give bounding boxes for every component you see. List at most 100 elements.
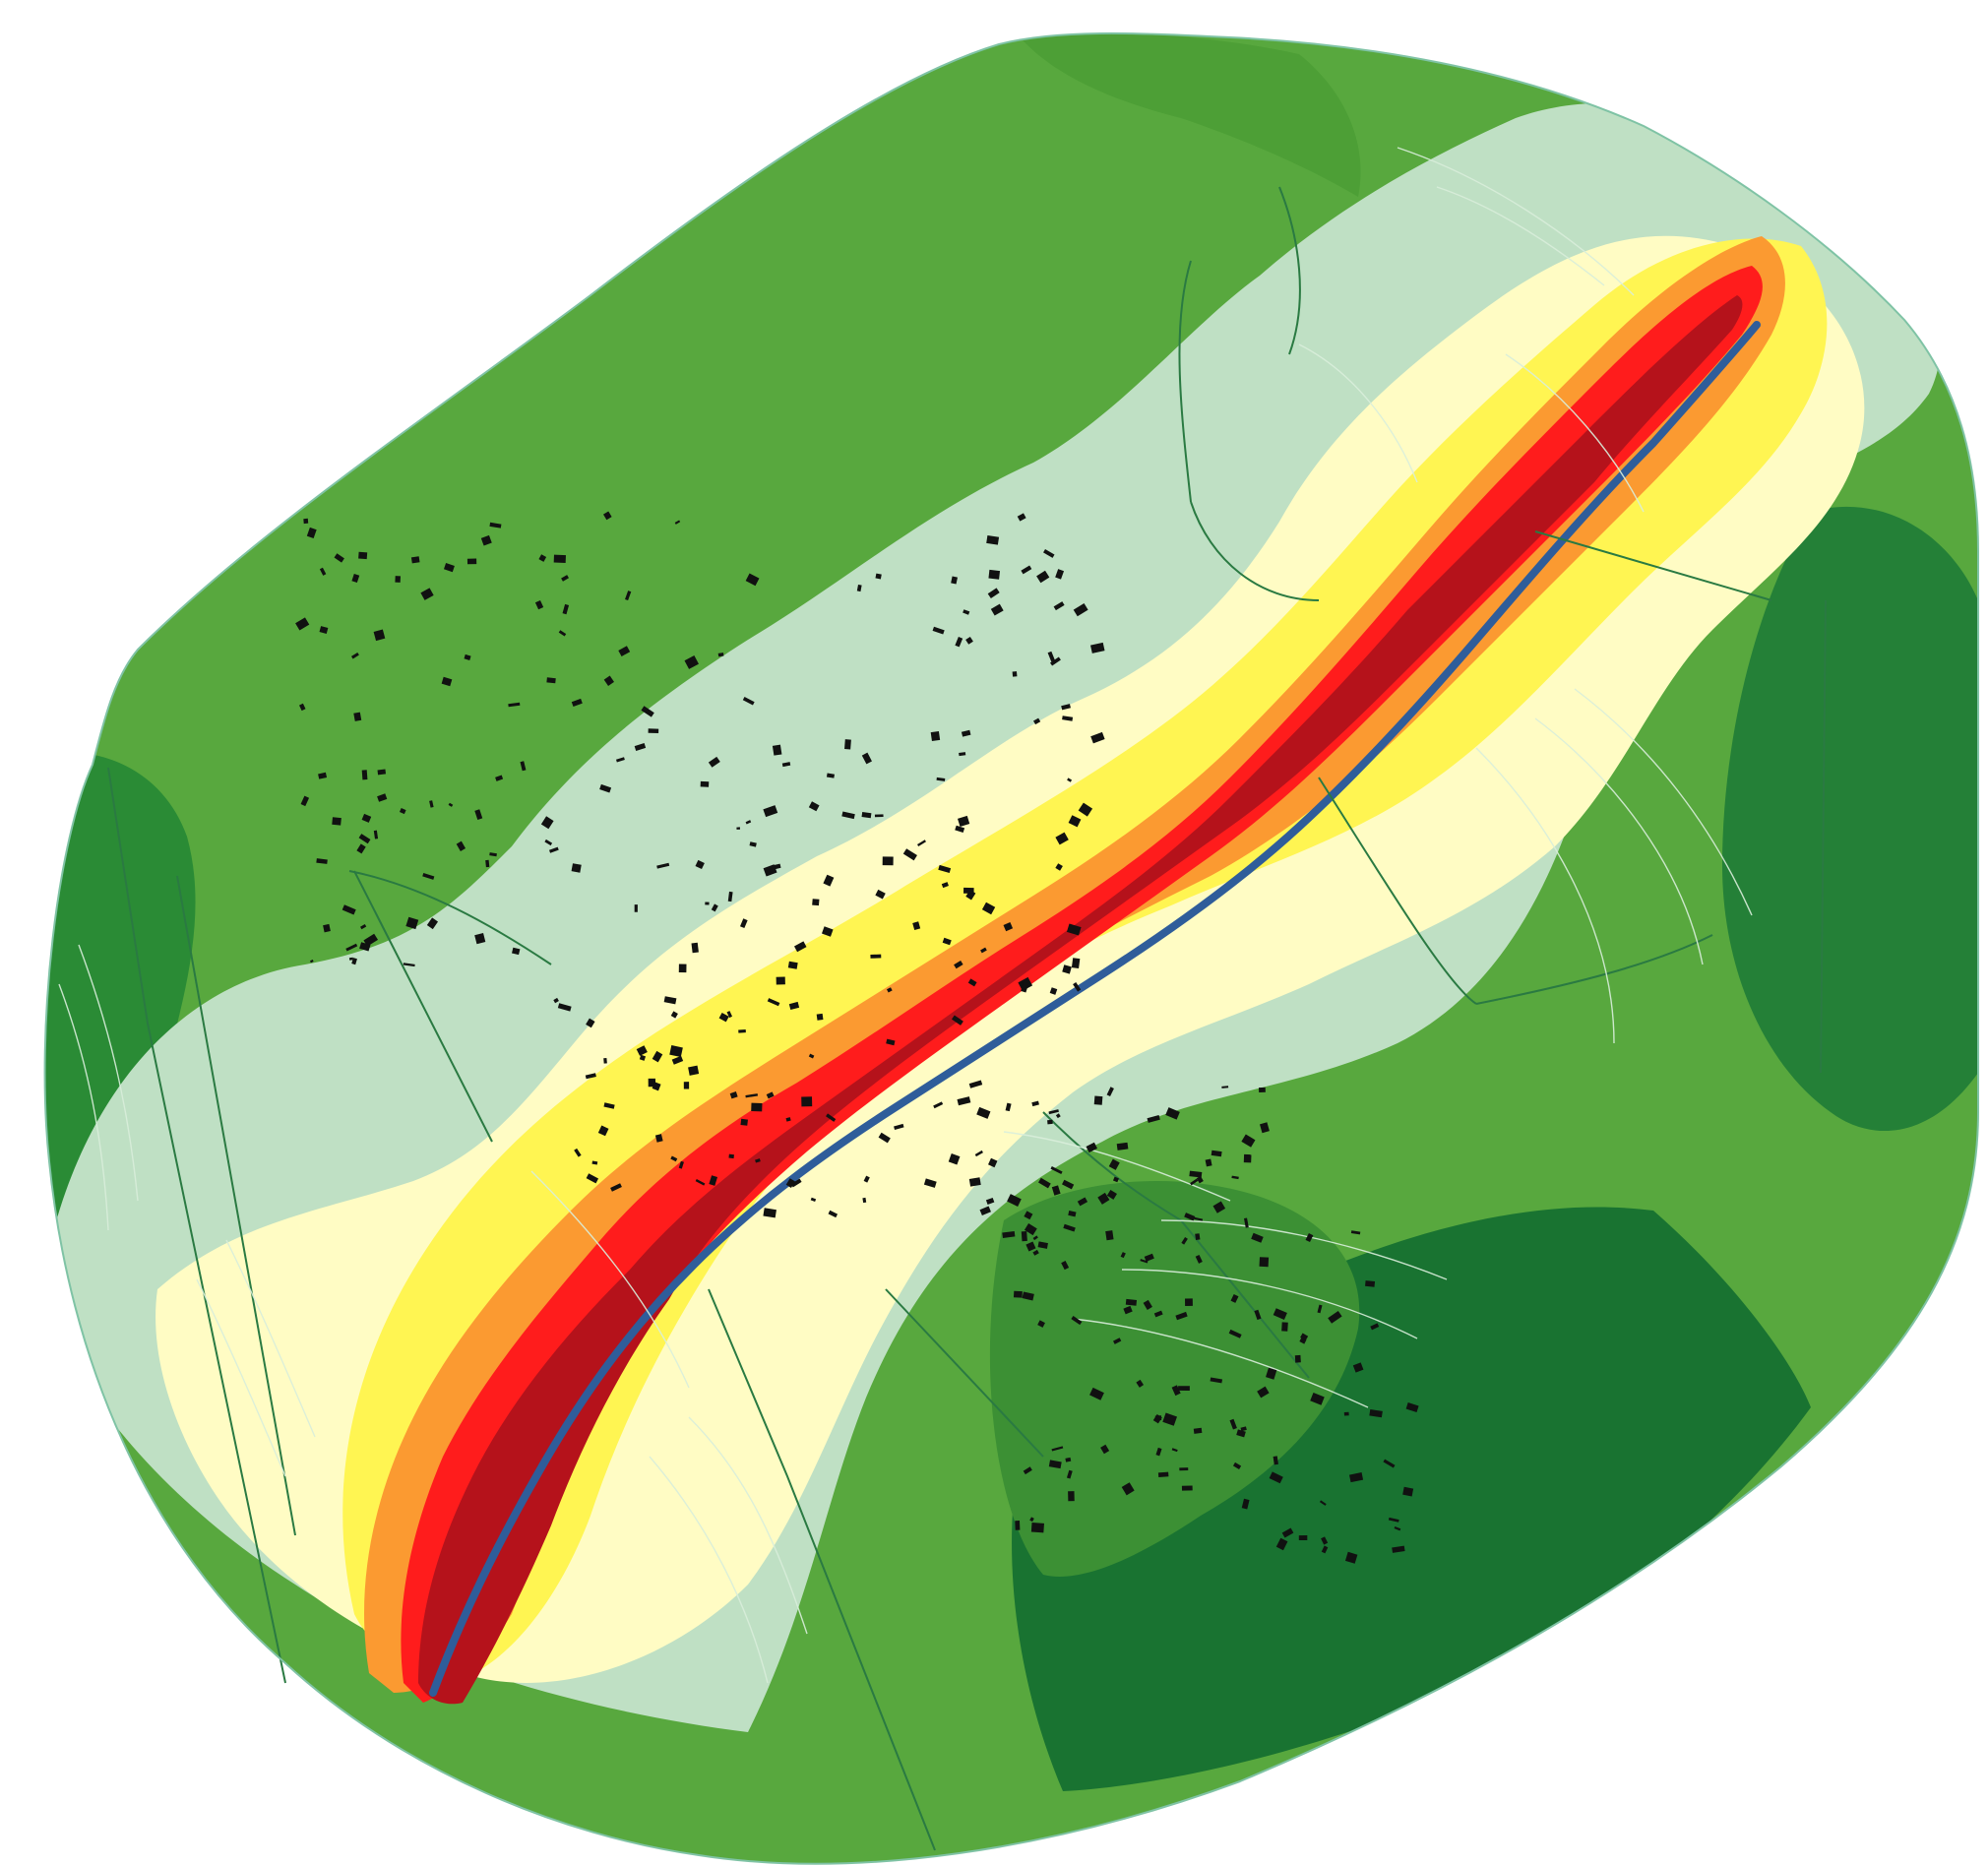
building-block xyxy=(875,573,882,580)
building-block xyxy=(373,830,379,840)
boundary-line xyxy=(708,1288,936,1851)
building-block xyxy=(1116,1142,1129,1151)
building-block xyxy=(1068,1491,1075,1502)
building-block xyxy=(1071,1316,1083,1326)
building-block xyxy=(749,841,757,847)
building-block xyxy=(1055,569,1065,580)
building-block xyxy=(318,772,328,779)
building-block xyxy=(1266,1367,1277,1380)
building-block xyxy=(395,576,401,583)
building-block xyxy=(1241,1134,1256,1148)
building-block xyxy=(323,923,331,933)
building-block xyxy=(785,1117,791,1122)
building-block xyxy=(951,1015,963,1026)
building-block xyxy=(774,863,781,870)
building-block xyxy=(1232,1462,1242,1469)
building-block xyxy=(474,809,483,821)
building-block xyxy=(923,1178,937,1188)
building-block xyxy=(345,943,358,952)
boundary-line xyxy=(107,767,286,1684)
building-block xyxy=(930,730,941,742)
building-block xyxy=(1195,1233,1201,1241)
building-block xyxy=(861,812,872,819)
building-block xyxy=(856,585,862,592)
building-block xyxy=(729,1091,738,1099)
building-block xyxy=(641,706,654,717)
building-block xyxy=(1196,1175,1204,1184)
building-block xyxy=(625,591,632,601)
building-block xyxy=(1298,1535,1308,1540)
building-block xyxy=(1053,601,1065,611)
building-block xyxy=(727,891,733,902)
building-block xyxy=(1228,1329,1242,1338)
building-block xyxy=(878,1132,891,1144)
building-block xyxy=(788,1001,800,1011)
building-block xyxy=(1190,1178,1199,1186)
building-block xyxy=(310,959,314,964)
building-block xyxy=(648,728,659,733)
building-block xyxy=(1061,704,1071,711)
building-block xyxy=(1300,1333,1309,1341)
building-block xyxy=(932,626,945,635)
building-block xyxy=(1029,1517,1034,1523)
building-block xyxy=(745,573,760,587)
building-block xyxy=(705,902,710,905)
building-block xyxy=(1023,1466,1032,1475)
building-block xyxy=(1230,1294,1239,1303)
building-block xyxy=(1007,1194,1022,1207)
building-block xyxy=(353,712,362,721)
building-block xyxy=(1013,1290,1023,1298)
building-block xyxy=(485,859,490,868)
very-high-noise-band xyxy=(418,295,1743,1705)
building-block xyxy=(785,1178,795,1188)
building-block xyxy=(1043,548,1055,558)
building-block xyxy=(562,603,570,615)
building-block xyxy=(670,1011,678,1019)
building-block xyxy=(1165,1107,1180,1120)
boundary-line xyxy=(176,875,296,1536)
building-block xyxy=(736,827,741,830)
building-block xyxy=(1178,1386,1190,1392)
building-block xyxy=(1258,1087,1266,1092)
building-block xyxy=(300,795,310,807)
building-block xyxy=(763,1208,777,1218)
building-block xyxy=(718,1013,729,1023)
building-block xyxy=(1032,1235,1038,1241)
building-block xyxy=(870,954,882,959)
building-block xyxy=(1281,1322,1288,1332)
building-block xyxy=(1243,1153,1252,1163)
building-block xyxy=(1175,1311,1188,1321)
source-road-line[interactable] xyxy=(429,321,1761,1697)
building-block xyxy=(1062,715,1074,721)
building-block xyxy=(763,864,777,877)
mid-forest-south xyxy=(989,1181,1360,1577)
building-block xyxy=(1143,1299,1152,1310)
building-block xyxy=(790,1178,802,1188)
building-block xyxy=(1344,1551,1358,1564)
building-block xyxy=(1061,1260,1070,1271)
building-block xyxy=(1047,651,1055,662)
building-block xyxy=(740,1118,748,1126)
building-block xyxy=(963,609,970,615)
building-block xyxy=(1193,1427,1203,1434)
building-block xyxy=(801,1096,813,1107)
building-block xyxy=(1281,1527,1294,1538)
building-block xyxy=(958,815,970,828)
building-block xyxy=(377,769,387,776)
building-block xyxy=(965,636,973,645)
building-block xyxy=(808,1053,815,1059)
building-block xyxy=(1305,1232,1314,1243)
building-block xyxy=(361,813,372,823)
building-block xyxy=(711,903,718,912)
building-block xyxy=(1055,832,1069,845)
building-block xyxy=(1155,1447,1162,1457)
building-block xyxy=(1022,1291,1034,1301)
building-block xyxy=(1030,1523,1044,1533)
building-block xyxy=(489,852,497,857)
building-block xyxy=(356,843,366,854)
building-block xyxy=(1179,1467,1189,1471)
building-block xyxy=(678,964,687,973)
building-block xyxy=(1212,1201,1226,1213)
